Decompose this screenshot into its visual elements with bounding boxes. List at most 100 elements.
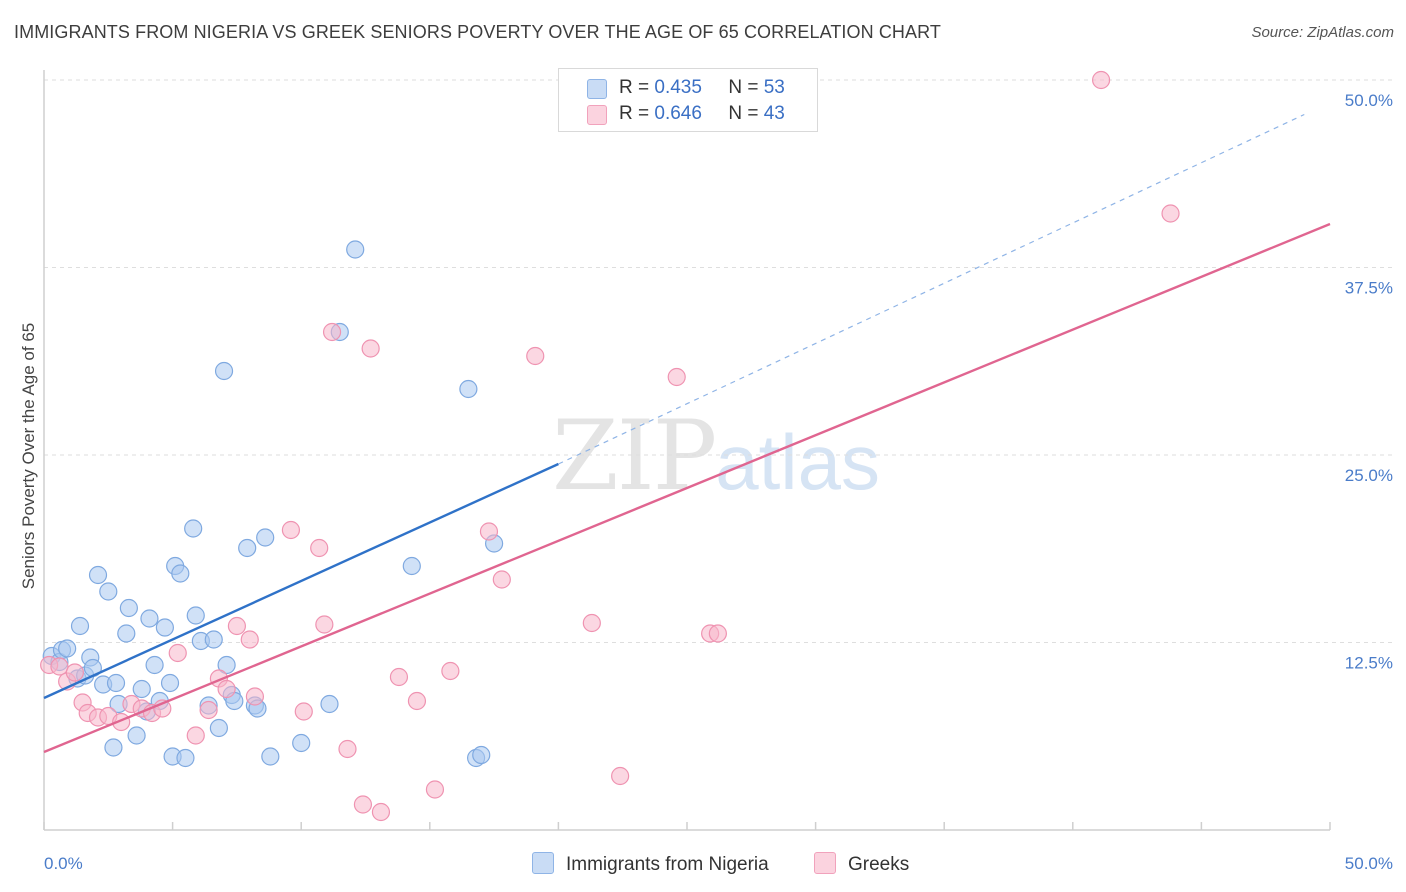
point-greeks-21: [281, 520, 301, 540]
bottom-legend-label-nigeria: Immigrants from Nigeria: [566, 854, 769, 875]
grid-lines: [44, 79, 1392, 643]
point-greeks-32: [425, 780, 445, 799]
point-greeks-3: [65, 663, 84, 682]
trend-line-greeks: [43, 222, 1331, 754]
point-greeks-29: [371, 802, 391, 822]
watermark: ZIPatlas: [552, 400, 880, 512]
point-greeks-34: [479, 522, 499, 541]
point-greeks-20: [245, 687, 265, 706]
x-tick-label-1: 50.0%: [1345, 854, 1393, 873]
bottom-legend-swatch-greeks: [814, 852, 836, 874]
bottom-legend-swatch-nigeria: [532, 852, 554, 874]
point-greeks-30: [389, 667, 409, 687]
point-greeks-35: [492, 570, 511, 589]
point-nigeria-16: [119, 598, 138, 618]
point-greeks-37: [582, 613, 601, 633]
point-greeks-42: [1091, 70, 1111, 90]
point-nigeria-17: [127, 726, 146, 745]
point-greeks-26: [338, 739, 357, 759]
bottom-legend-nigeria: Immigrants from Nigeria: [532, 852, 769, 876]
point-nigeria-42: [256, 528, 275, 547]
legend-n-value: 53: [763, 77, 785, 98]
legend-r-label: R =: [619, 103, 650, 124]
legend-r-value: 0.646: [654, 103, 702, 124]
chart-title: IMMIGRANTS FROM NIGERIA VS GREEK SENIORS…: [14, 22, 942, 42]
point-nigeria-29: [184, 519, 203, 538]
watermark-zip: ZIP: [552, 400, 717, 512]
point-nigeria-39: [238, 538, 257, 558]
point-nigeria-45: [320, 694, 339, 714]
axes: [43, 70, 1330, 831]
legend: R = 0.435 N = 53 R = 0.646 N = 43: [558, 68, 818, 132]
point-nigeria-20: [140, 609, 159, 628]
point-nigeria-49: [459, 379, 478, 399]
x-tick-label-0: 0.0%: [44, 854, 83, 873]
point-nigeria-5: [70, 616, 90, 636]
legend-swatch-nigeria: [587, 79, 607, 99]
legend-r-label: R =: [619, 77, 650, 98]
point-nigeria-35: [214, 361, 234, 381]
point-nigeria-9: [88, 565, 108, 585]
point-greeks-43: [1161, 204, 1180, 223]
y-axis-label: Seniors Poverty Over the Age of 65: [19, 323, 38, 589]
point-greeks-15: [199, 700, 218, 720]
point-nigeria-51: [472, 745, 491, 765]
point-nigeria-33: [204, 630, 223, 649]
watermark-atlas: atlas: [715, 418, 880, 506]
point-greeks-27: [353, 795, 373, 814]
y-tick-label-2: 37.5%: [1345, 279, 1393, 298]
legend-swatch-greeks: [587, 105, 607, 125]
point-nigeria-11: [99, 582, 118, 601]
point-nigeria-23: [155, 618, 174, 637]
point-greeks-36: [526, 346, 545, 366]
point-nigeria-18: [132, 679, 151, 699]
tick-labels: 12.5% 25.0% 37.5% 50.0% 0.0% 50.0%: [44, 91, 1393, 873]
trend-line-nigeria: [43, 462, 559, 700]
point-nigeria-12: [104, 738, 123, 757]
point-nigeria-48: [402, 556, 421, 576]
point-greeks-38: [611, 766, 630, 786]
point-greeks-31: [407, 691, 427, 711]
point-greeks-39: [667, 367, 686, 387]
point-greeks-22: [294, 702, 313, 721]
bottom-legend-greeks: Greeks: [814, 852, 909, 876]
y-tick-label-0: 12.5%: [1345, 654, 1393, 673]
source-label: Source: ZipAtlas.com: [1251, 24, 1394, 41]
legend-n-label: N =: [728, 77, 759, 98]
legend-n-value: 43: [763, 103, 785, 124]
y-tick-label-1: 25.0%: [1345, 466, 1393, 485]
trend-extension-nigeria: [558, 113, 1305, 465]
point-greeks-41: [708, 624, 727, 643]
point-nigeria-44: [292, 733, 311, 753]
point-nigeria-28: [176, 748, 195, 768]
point-nigeria-13: [106, 673, 126, 693]
point-nigeria-3: [58, 639, 77, 658]
point-nigeria-43: [261, 747, 280, 766]
point-nigeria-36: [217, 655, 236, 675]
point-nigeria-27: [171, 564, 190, 583]
point-nigeria-47: [346, 240, 365, 259]
point-greeks-13: [168, 643, 187, 663]
x-ticks: [43, 822, 1331, 830]
point-nigeria-34: [209, 718, 228, 738]
legend-r-value: 0.435: [654, 77, 702, 98]
point-nigeria-15: [117, 624, 136, 643]
point-greeks-1: [50, 657, 69, 676]
point-nigeria-24: [160, 673, 180, 693]
point-nigeria-21: [145, 655, 164, 675]
point-greeks-17: [217, 679, 236, 699]
trend-lines: [43, 113, 1331, 754]
point-greeks-33: [441, 661, 460, 681]
point-greeks-19: [240, 630, 259, 649]
point-greeks-18: [227, 616, 246, 636]
y-tick-label-3: 50.0%: [1345, 91, 1393, 110]
point-greeks-24: [315, 615, 334, 634]
point-nigeria-30: [186, 606, 205, 625]
point-greeks-14: [186, 726, 205, 745]
legend-n-label: N =: [728, 103, 759, 124]
point-greeks-28: [361, 339, 380, 358]
point-greeks-25: [322, 322, 342, 342]
point-greeks-23: [310, 538, 329, 558]
data-points: [40, 70, 1180, 822]
